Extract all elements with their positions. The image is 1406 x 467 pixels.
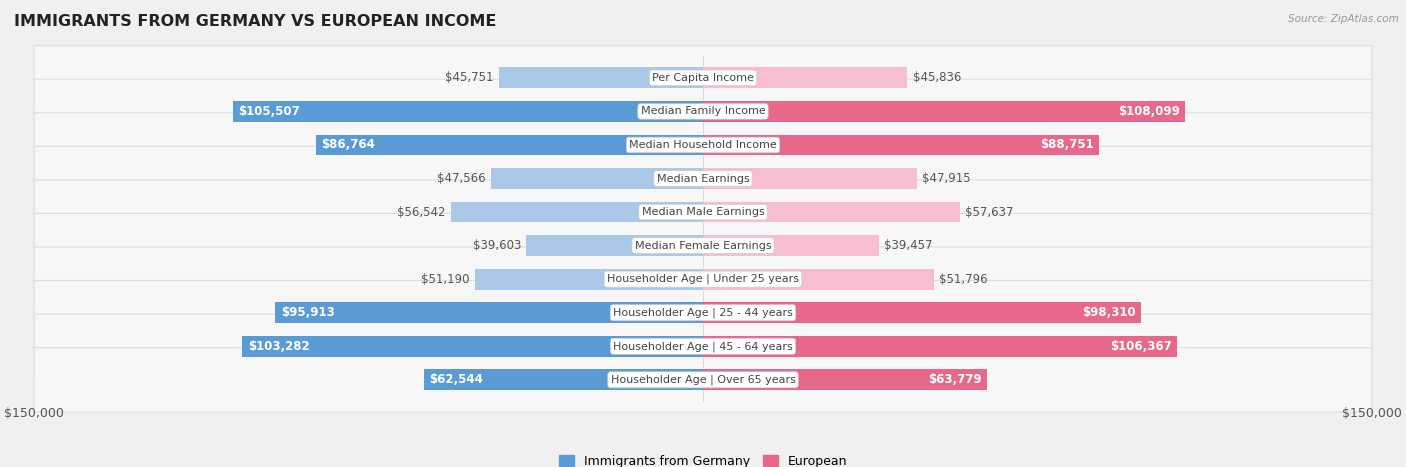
Text: Median Female Earnings: Median Female Earnings [634,241,772,251]
Bar [703,369,987,390]
Bar [703,134,1098,156]
FancyBboxPatch shape [34,180,1372,244]
Text: $105,507: $105,507 [238,105,299,118]
Text: Source: ZipAtlas.com: Source: ZipAtlas.com [1288,14,1399,24]
Text: $88,751: $88,751 [1039,138,1094,151]
Text: $47,566: $47,566 [437,172,485,185]
Text: $47,915: $47,915 [922,172,970,185]
Bar [276,302,703,323]
Bar [703,336,1177,357]
Text: $51,796: $51,796 [939,273,988,286]
Bar [451,202,703,222]
Bar [425,369,703,390]
FancyBboxPatch shape [34,347,1372,412]
Bar [703,269,934,290]
Text: $108,099: $108,099 [1118,105,1180,118]
Text: Median Male Earnings: Median Male Earnings [641,207,765,217]
Text: $45,751: $45,751 [446,71,494,85]
Bar [703,101,1185,122]
Bar [703,67,907,88]
Text: IMMIGRANTS FROM GERMANY VS EUROPEAN INCOME: IMMIGRANTS FROM GERMANY VS EUROPEAN INCO… [14,14,496,29]
Bar [316,134,703,156]
Text: Per Capita Income: Per Capita Income [652,73,754,83]
Text: Median Family Income: Median Family Income [641,106,765,116]
Text: Householder Age | 45 - 64 years: Householder Age | 45 - 64 years [613,341,793,352]
Text: $51,190: $51,190 [420,273,470,286]
Bar [499,67,703,88]
FancyBboxPatch shape [34,146,1372,211]
FancyBboxPatch shape [34,213,1372,278]
Bar [703,235,879,256]
Bar [232,101,703,122]
FancyBboxPatch shape [34,281,1372,345]
FancyBboxPatch shape [34,46,1372,110]
Text: Householder Age | 25 - 44 years: Householder Age | 25 - 44 years [613,307,793,318]
Text: $103,282: $103,282 [247,340,309,353]
Text: $56,542: $56,542 [396,205,446,219]
Bar [526,235,703,256]
Bar [491,168,703,189]
Text: $39,603: $39,603 [472,239,522,252]
Text: Householder Age | Over 65 years: Householder Age | Over 65 years [610,375,796,385]
Bar [703,302,1142,323]
FancyBboxPatch shape [34,113,1372,177]
Text: Median Earnings: Median Earnings [657,174,749,184]
FancyBboxPatch shape [34,314,1372,378]
Text: $95,913: $95,913 [281,306,335,319]
Legend: Immigrants from Germany, European: Immigrants from Germany, European [555,451,851,467]
Bar [703,202,960,222]
Text: $45,836: $45,836 [912,71,962,85]
Bar [242,336,703,357]
Bar [475,269,703,290]
Text: Median Household Income: Median Household Income [628,140,778,150]
FancyBboxPatch shape [34,247,1372,311]
Text: $57,637: $57,637 [966,205,1014,219]
Bar [703,168,917,189]
Text: $106,367: $106,367 [1111,340,1173,353]
Text: $62,544: $62,544 [429,373,484,386]
Text: $63,779: $63,779 [928,373,981,386]
Text: $98,310: $98,310 [1083,306,1136,319]
Text: $39,457: $39,457 [884,239,932,252]
FancyBboxPatch shape [34,79,1372,144]
Text: $86,764: $86,764 [322,138,375,151]
Text: Householder Age | Under 25 years: Householder Age | Under 25 years [607,274,799,284]
